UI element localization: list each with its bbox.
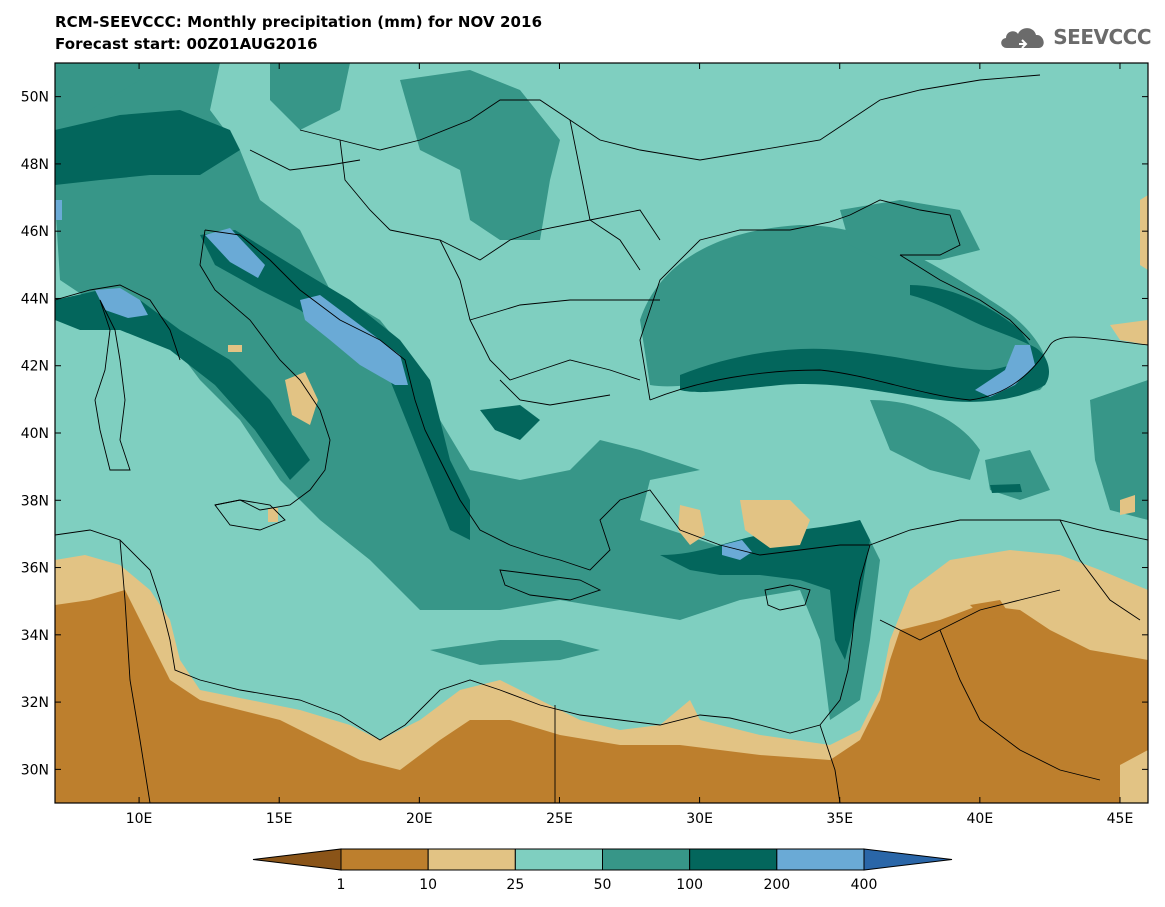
colorbar-label: 50	[594, 877, 612, 893]
axis-ticks: 10E 15E 20E 25E 30E 35E 40E 45E 30N 32N 34N 36N 38N 4…	[21, 63, 1148, 827]
y-tick-label: 42N	[21, 359, 49, 375]
cloud-icon	[1001, 28, 1044, 49]
x-tick-label: 30E	[686, 811, 713, 827]
colorbar-segment	[602, 848, 691, 871]
forecast-start-label: Forecast start: 00Z01AUG2016	[55, 35, 318, 53]
x-tick-label: 45E	[1107, 811, 1134, 827]
precipitation-field	[55, 63, 1148, 803]
logo-text: SEEVCCC	[1053, 25, 1151, 49]
x-tick-label: 10E	[126, 811, 153, 827]
seevccc-logo: SEEVCCC	[997, 22, 1151, 52]
x-tick-label: 25E	[546, 811, 573, 827]
colorbar-segment	[514, 848, 603, 871]
y-tick-label: 48N	[21, 157, 49, 173]
colorbar-label: 400	[851, 877, 878, 893]
colorbar: 1 10 25 50 100 200 400	[252, 848, 953, 893]
band-100-200-regions	[55, 110, 1050, 660]
colorbar-segment-below	[252, 848, 342, 871]
colorbar-label: 10	[419, 877, 437, 893]
colorbar-label: 100	[676, 877, 703, 893]
y-tick-label: 38N	[21, 493, 49, 509]
colorbar-segment	[776, 848, 865, 871]
y-tick-label: 44N	[21, 291, 49, 307]
y-tick-label: 46N	[21, 224, 49, 240]
colorbar-label: 200	[763, 877, 790, 893]
colorbar-segment-above	[863, 848, 953, 871]
colorbar-label: 25	[506, 877, 524, 893]
y-tick-label: 40N	[21, 426, 49, 442]
y-tick-label: 30N	[21, 762, 49, 778]
x-tick-label: 20E	[406, 811, 433, 827]
x-tick-label: 15E	[266, 811, 293, 827]
x-tick-label: 40E	[967, 811, 994, 827]
map-title: RCM-SEEVCCC: Monthly precipitation (mm) …	[55, 13, 543, 31]
y-tick-label: 50N	[21, 90, 49, 106]
y-tick-label: 36N	[21, 561, 49, 577]
y-tick-label: 32N	[21, 695, 49, 711]
y-tick-label: 34N	[21, 628, 49, 644]
coastlines-borders	[55, 74, 1148, 803]
band-200-400-regions	[55, 200, 1035, 560]
colorbar-label: 1	[337, 877, 346, 893]
x-tick-label: 35E	[826, 811, 853, 827]
colorbar-segment	[689, 848, 778, 871]
colorbar-segment	[427, 848, 516, 871]
colorbar-segment	[340, 848, 429, 871]
